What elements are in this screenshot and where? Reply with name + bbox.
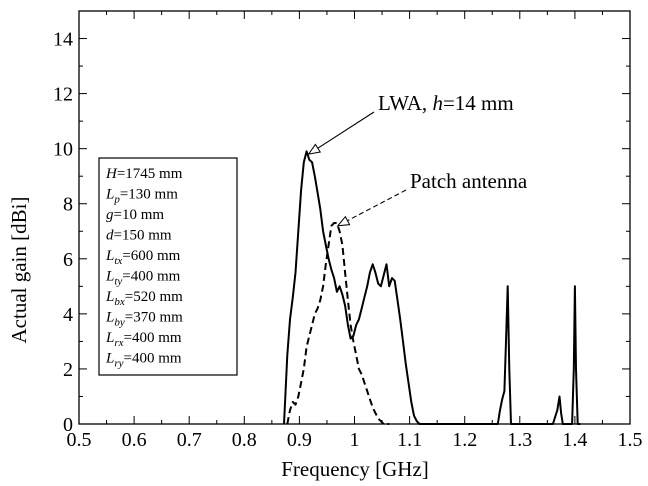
y-tick-label: 0 <box>63 414 73 436</box>
parameter-line: Lrx=400 mm <box>105 330 182 349</box>
series-line-patch-antenna <box>286 222 390 425</box>
annotation-arrow-head <box>307 143 322 155</box>
x-tick-label: 0.6 <box>122 429 147 451</box>
annotation-arrow-line <box>308 111 375 155</box>
annotation-arrow-line <box>337 189 407 227</box>
parameter-line: g=10 mm <box>106 207 164 223</box>
parameter-line: d=150 mm <box>106 228 172 244</box>
y-tick-label: 12 <box>53 84 73 106</box>
x-tick-label: 1 <box>350 429 360 451</box>
parameter-line: Lp=130 mm <box>105 187 178 206</box>
y-tick-label: 10 <box>53 139 73 161</box>
x-tick-label: 0.5 <box>67 429 92 451</box>
series-line-lwa <box>283 150 581 425</box>
y-axis-title: Actual gain [dBi] <box>7 197 31 344</box>
x-tick-label: 0.8 <box>232 429 257 451</box>
parameter-box-frame <box>98 157 238 376</box>
parameter-line: H=1745 mm <box>105 166 183 182</box>
y-tick-label: 8 <box>63 194 73 216</box>
annotation-arrow-head <box>336 215 351 227</box>
series-layer <box>283 150 581 425</box>
x-tick-label: 0.9 <box>287 429 312 451</box>
y-tick-label: 2 <box>63 359 73 381</box>
y-tick-label: 6 <box>63 249 73 271</box>
parameter-box: H=1745 mm Lp=130 mmg=10 mm d=150 mm Ltx=600… <box>98 157 238 376</box>
x-tick-label: 1.3 <box>507 429 532 451</box>
x-tick-label: 1.2 <box>452 429 477 451</box>
x-tick-label: 1.5 <box>618 429 643 451</box>
parameter-line: Lbx=520 mm <box>105 289 183 308</box>
ticks-layer: 0.5 0.6 0.7 0.8 0.9 1 1.1 1.2 1.3 1.4 1.5 0 2 4 6 8 10 12… <box>53 11 643 451</box>
x-tick-label: 0.7 <box>177 429 202 451</box>
y-tick-label: 4 <box>63 304 73 326</box>
parameter-line: Lby=370 mm <box>105 310 183 329</box>
lwa-annotation: LWA, h=14 mm <box>378 91 514 115</box>
y-tick-label: 14 <box>53 29 73 51</box>
x-axis-title: Frequency [GHz] <box>281 457 429 481</box>
parameter-line: Lty=400 mm <box>105 269 181 288</box>
patch-annotation: Patch antenna <box>410 169 528 193</box>
x-tick-label: 1.4 <box>562 429 587 451</box>
annotation-layer: LWA, h=14 mm Patch antenna <box>307 91 528 227</box>
parameter-line: Ltx=600 mm <box>105 248 181 267</box>
x-tick-label: 1.1 <box>397 429 422 451</box>
parameter-line: Lry=400 mm <box>105 351 182 370</box>
